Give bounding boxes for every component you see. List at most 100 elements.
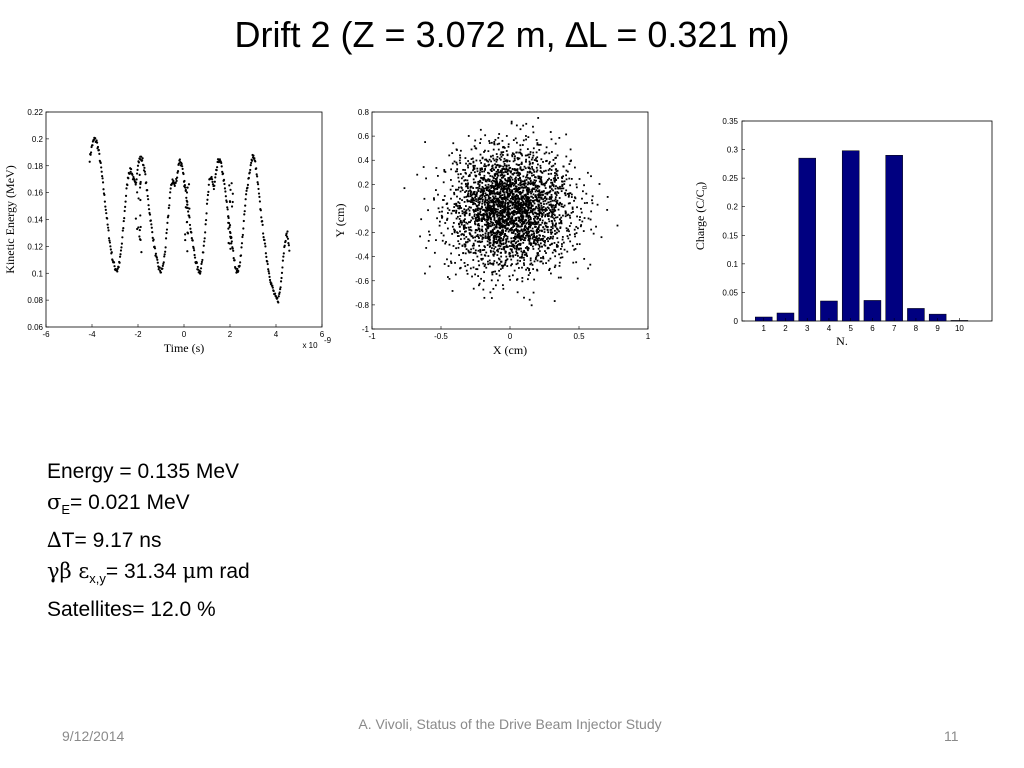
data-point bbox=[545, 159, 548, 162]
data-point bbox=[510, 222, 512, 225]
data-point bbox=[476, 255, 479, 258]
data-point bbox=[103, 193, 106, 196]
data-point bbox=[139, 238, 142, 242]
data-point bbox=[521, 144, 524, 146]
data-point bbox=[505, 197, 508, 200]
data-point bbox=[505, 259, 508, 262]
data-point bbox=[477, 249, 480, 252]
data-point bbox=[250, 159, 254, 162]
data-point bbox=[283, 244, 286, 247]
data-point bbox=[520, 201, 523, 204]
data-point bbox=[187, 183, 191, 186]
y-tick-label: 0.35 bbox=[722, 117, 738, 126]
data-point bbox=[485, 186, 488, 189]
data-point bbox=[522, 180, 525, 183]
data-point bbox=[543, 197, 546, 200]
data-point bbox=[507, 194, 510, 196]
data-point bbox=[554, 187, 557, 190]
data-point bbox=[490, 167, 493, 170]
data-point bbox=[506, 205, 509, 207]
data-point bbox=[488, 212, 491, 214]
data-point bbox=[258, 195, 261, 198]
data-point bbox=[503, 157, 506, 160]
data-point bbox=[552, 159, 555, 161]
data-point bbox=[546, 179, 549, 181]
data-point bbox=[529, 190, 532, 193]
data-point bbox=[541, 191, 544, 193]
data-point bbox=[578, 178, 581, 180]
data-point bbox=[447, 265, 450, 267]
data-point bbox=[535, 212, 538, 215]
data-point bbox=[514, 155, 516, 158]
data-point bbox=[516, 205, 519, 208]
data-point bbox=[521, 213, 524, 215]
data-point bbox=[552, 164, 555, 167]
data-point bbox=[260, 216, 263, 219]
data-point bbox=[465, 162, 467, 165]
data-point bbox=[525, 194, 527, 197]
data-point bbox=[558, 265, 561, 267]
data-point bbox=[493, 240, 495, 243]
data-point bbox=[532, 147, 535, 150]
data-point bbox=[503, 205, 506, 208]
data-point bbox=[527, 220, 530, 223]
data-point bbox=[106, 223, 109, 226]
data-point bbox=[484, 180, 487, 183]
data-point bbox=[534, 181, 536, 184]
data-point bbox=[542, 240, 545, 243]
data-point bbox=[436, 217, 438, 220]
data-point bbox=[485, 220, 488, 223]
data-point bbox=[498, 133, 501, 135]
delta-symbol: ∆ bbox=[47, 528, 62, 553]
data-point bbox=[479, 171, 481, 174]
data-point bbox=[163, 255, 166, 258]
data-point bbox=[222, 172, 225, 175]
data-point bbox=[125, 187, 128, 190]
data-point bbox=[484, 149, 486, 152]
data-point bbox=[553, 242, 556, 244]
data-point bbox=[518, 219, 520, 222]
data-point bbox=[515, 172, 518, 174]
data-point bbox=[218, 158, 221, 161]
data-point bbox=[522, 233, 525, 236]
data-point bbox=[498, 237, 501, 240]
data-point bbox=[538, 180, 541, 183]
data-point bbox=[510, 249, 513, 252]
delta-t-value: T= 9.17 ns bbox=[61, 529, 162, 553]
x-tick-label: 7 bbox=[892, 324, 897, 333]
data-point bbox=[454, 273, 457, 276]
data-point bbox=[490, 141, 493, 144]
data-point bbox=[249, 164, 252, 167]
data-point bbox=[501, 208, 504, 211]
data-point bbox=[527, 153, 530, 156]
data-point bbox=[480, 188, 483, 191]
data-point bbox=[466, 183, 469, 186]
data-point bbox=[515, 186, 518, 188]
data-point bbox=[540, 238, 542, 241]
data-point bbox=[241, 233, 244, 237]
data-point bbox=[522, 201, 525, 203]
data-point bbox=[492, 157, 495, 160]
data-point bbox=[499, 242, 502, 245]
data-point bbox=[512, 219, 514, 222]
data-point bbox=[494, 201, 497, 204]
y-tick-label: 0.1 bbox=[727, 260, 739, 269]
data-point bbox=[502, 190, 505, 192]
data-point bbox=[532, 197, 534, 199]
data-point bbox=[484, 211, 487, 213]
data-point bbox=[531, 212, 534, 214]
data-point bbox=[204, 218, 208, 222]
data-point bbox=[554, 205, 557, 207]
data-point bbox=[546, 212, 549, 215]
data-point bbox=[455, 217, 458, 220]
data-point bbox=[498, 171, 501, 174]
data-point bbox=[492, 212, 495, 214]
data-point bbox=[492, 199, 495, 202]
data-point bbox=[574, 235, 576, 238]
data-point bbox=[519, 215, 522, 218]
data-point bbox=[496, 186, 499, 189]
data-point bbox=[606, 196, 609, 198]
data-point bbox=[513, 172, 516, 174]
data-point bbox=[536, 218, 539, 220]
data-point bbox=[519, 242, 522, 245]
